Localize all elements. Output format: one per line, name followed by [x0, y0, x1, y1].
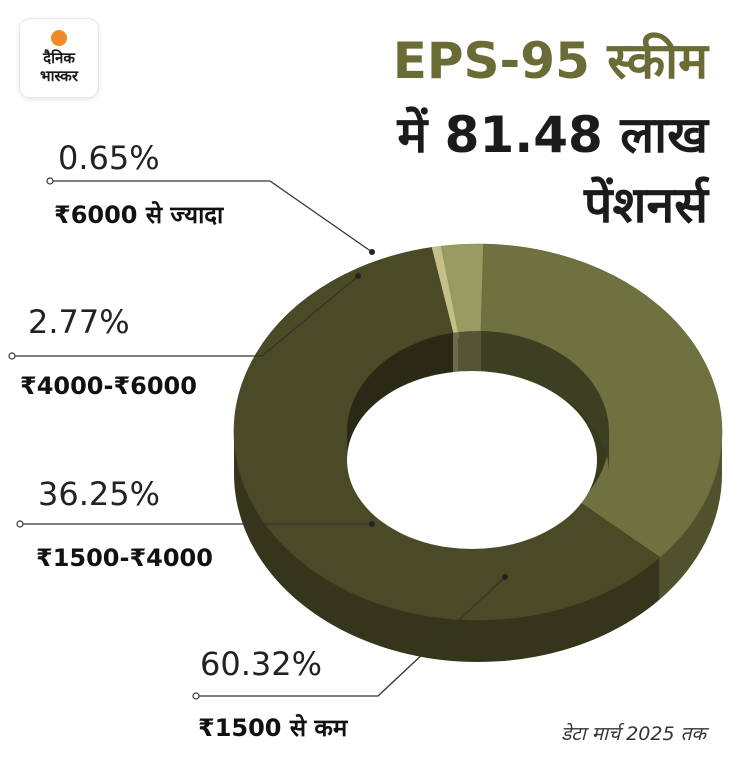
leader-anchor-dot — [369, 249, 375, 255]
slice-category-label: ₹6000 से ज्यादा — [54, 201, 224, 229]
title-line-1: EPS-95 स्कीम — [392, 32, 708, 90]
title-line-3: पेंशनर्स — [584, 176, 708, 234]
donut-hole — [347, 371, 597, 549]
logo-line-1: दैनिक — [43, 49, 75, 67]
sun-icon — [51, 30, 67, 46]
data-source-note: डेटा मार्च 2025 तक — [561, 723, 706, 745]
donut-outer-wall — [659, 432, 722, 600]
slice-percent-label: 2.77% — [28, 303, 130, 341]
leader-anchor-dot — [502, 574, 508, 580]
leader-anchor-dot — [355, 273, 361, 279]
leader-anchor-dot — [369, 521, 375, 527]
leader-end-dot — [192, 692, 200, 700]
leader-end-dot — [16, 520, 24, 528]
leader-line — [50, 180, 373, 253]
leader-line — [196, 576, 506, 697]
slice-category-label: ₹1500-₹4000 — [36, 544, 213, 572]
donut-inner-wall-segment — [453, 332, 459, 375]
slice-percent-label: 60.32% — [200, 645, 323, 683]
slice-category-label: ₹4000-₹6000 — [20, 372, 197, 400]
dainik-bhaskar-logo: दैनिक भास्कर — [20, 19, 98, 97]
leader-line — [12, 275, 359, 357]
leader-end-dot — [8, 352, 16, 360]
leader-end-dot — [46, 177, 54, 185]
donut-inner-wall-segment — [347, 332, 454, 474]
slice-category-label: ₹1500 से कम — [198, 714, 348, 742]
donut-inner-wall-segment — [458, 330, 482, 375]
slice-percent-label: 36.25% — [38, 475, 161, 513]
donut-outer-wall — [233, 432, 660, 662]
logo-line-2: भास्कर — [40, 67, 78, 85]
title-line-2: में 81.48 लाख — [397, 106, 708, 164]
donut-inner-wall-segment — [481, 331, 609, 474]
slice-percent-label: 0.65% — [58, 139, 160, 177]
